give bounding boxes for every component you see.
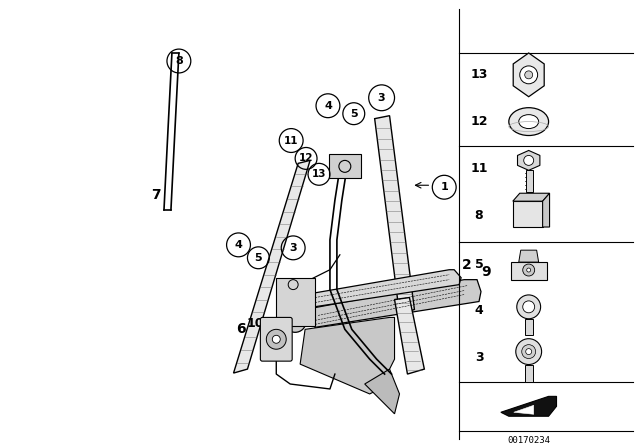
Text: 6: 6 [236, 323, 245, 336]
Text: 9: 9 [481, 265, 491, 279]
FancyBboxPatch shape [276, 278, 315, 326]
Polygon shape [519, 250, 539, 262]
Polygon shape [501, 396, 557, 416]
Text: 13: 13 [312, 169, 326, 179]
Polygon shape [513, 53, 544, 97]
Text: 7: 7 [151, 188, 161, 202]
FancyBboxPatch shape [260, 318, 292, 361]
Circle shape [272, 335, 280, 343]
Text: 4: 4 [235, 240, 243, 250]
Circle shape [516, 339, 541, 365]
Text: 12: 12 [470, 115, 488, 128]
Text: 3: 3 [475, 351, 483, 364]
Text: 12: 12 [299, 153, 314, 164]
Circle shape [266, 329, 286, 349]
Polygon shape [394, 297, 424, 374]
Polygon shape [234, 160, 310, 373]
Polygon shape [374, 116, 415, 314]
Text: 10: 10 [246, 317, 264, 330]
Polygon shape [305, 280, 481, 327]
Text: 3: 3 [378, 93, 385, 103]
Text: 11: 11 [284, 136, 298, 146]
Circle shape [525, 349, 532, 354]
FancyBboxPatch shape [525, 365, 532, 383]
Polygon shape [518, 151, 540, 170]
Circle shape [523, 301, 534, 313]
Circle shape [525, 71, 532, 79]
Polygon shape [513, 193, 550, 201]
Circle shape [522, 345, 536, 358]
Ellipse shape [519, 115, 539, 129]
FancyBboxPatch shape [513, 201, 543, 227]
FancyBboxPatch shape [511, 262, 547, 280]
Polygon shape [514, 405, 534, 414]
FancyBboxPatch shape [525, 170, 532, 192]
Circle shape [520, 66, 538, 84]
Circle shape [516, 295, 541, 319]
Polygon shape [305, 270, 461, 307]
Circle shape [527, 268, 531, 272]
FancyBboxPatch shape [525, 319, 532, 335]
Text: 5: 5 [255, 253, 262, 263]
Text: 4: 4 [324, 101, 332, 111]
Text: 5: 5 [350, 109, 358, 119]
Circle shape [284, 310, 306, 332]
Polygon shape [543, 193, 550, 227]
Circle shape [523, 264, 534, 276]
Text: 11: 11 [470, 162, 488, 175]
Text: 1: 1 [440, 182, 448, 192]
Circle shape [524, 155, 534, 165]
Text: 13: 13 [470, 69, 488, 82]
Text: 2: 2 [462, 258, 472, 272]
Polygon shape [300, 318, 394, 394]
FancyBboxPatch shape [329, 155, 361, 178]
Polygon shape [365, 369, 399, 414]
Text: 3: 3 [289, 243, 297, 253]
Text: 5: 5 [475, 258, 483, 271]
Ellipse shape [509, 108, 548, 135]
Text: 8: 8 [175, 56, 183, 66]
Text: 4: 4 [475, 304, 483, 317]
Text: 00170234: 00170234 [507, 436, 550, 445]
Text: 8: 8 [475, 209, 483, 222]
